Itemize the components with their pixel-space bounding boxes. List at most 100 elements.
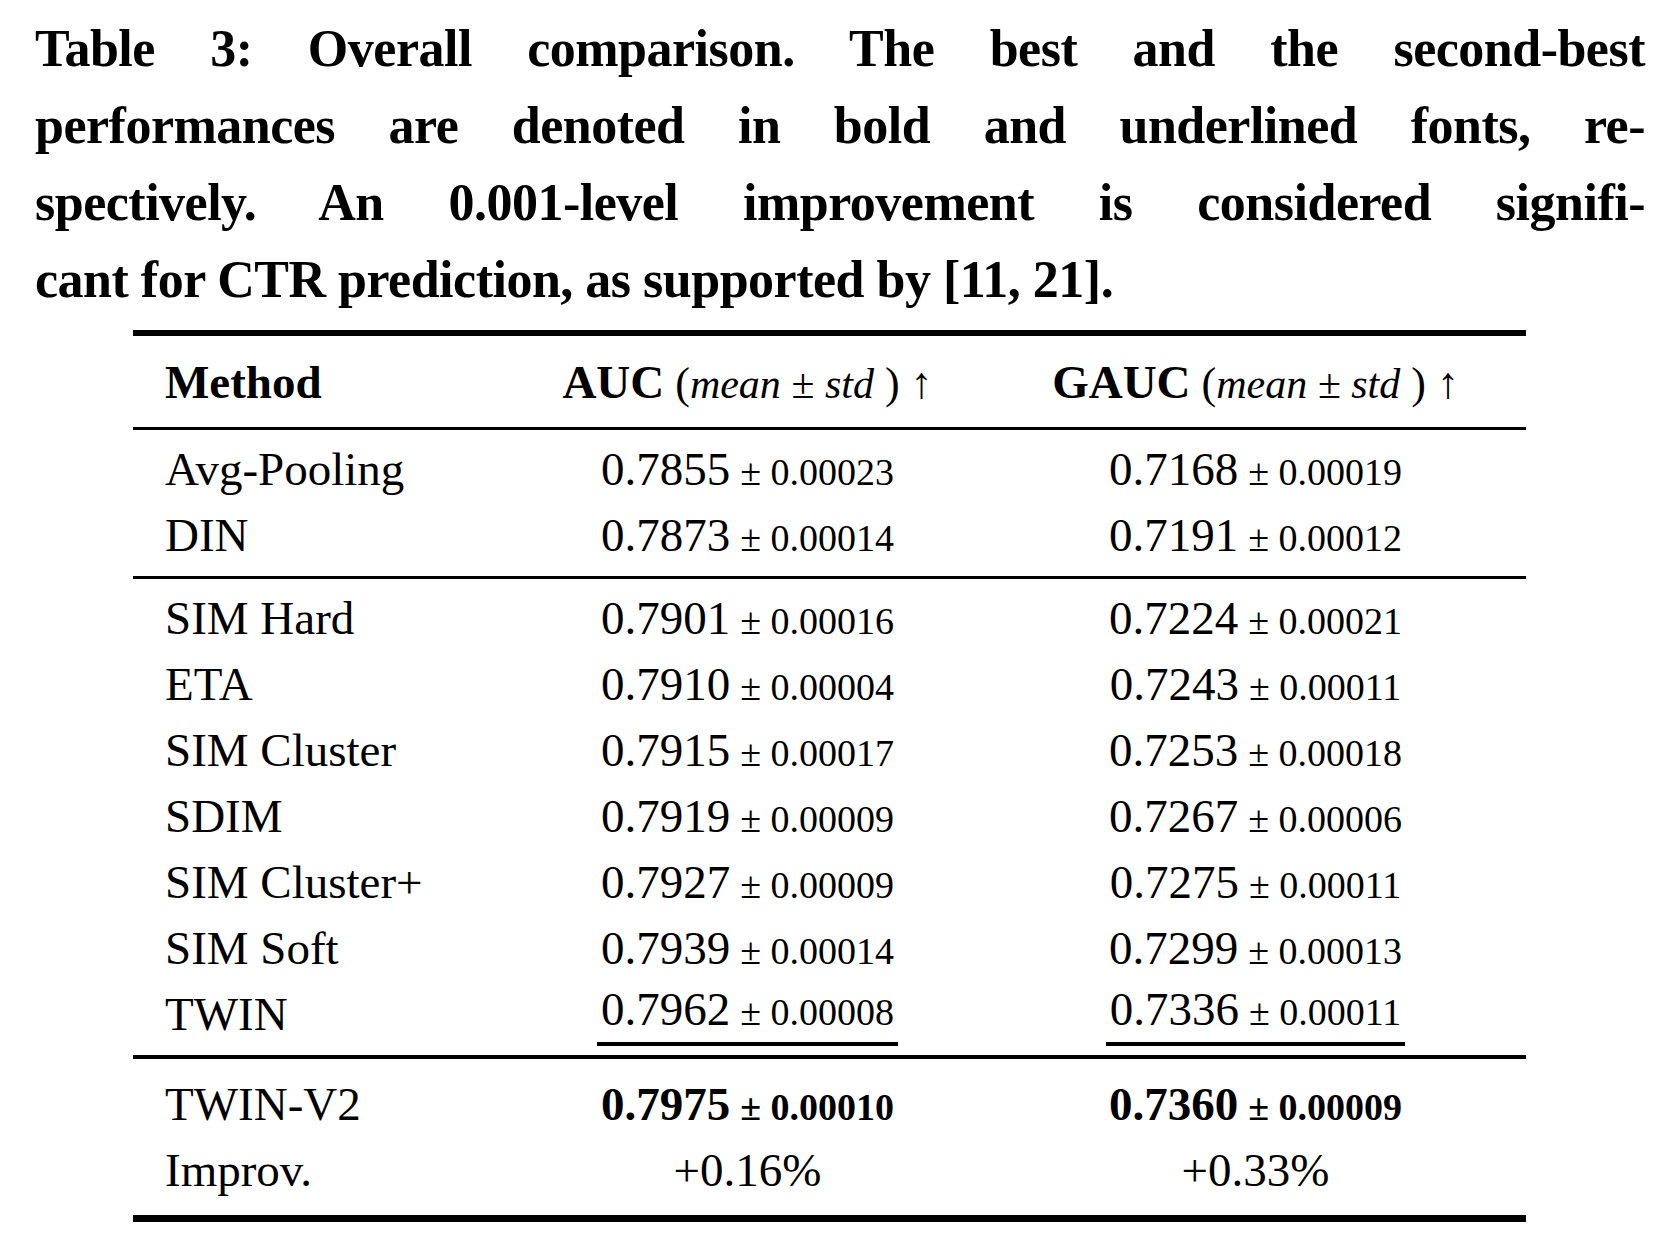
- gauc-column-header: GAUC (mean ± std ) ↑: [985, 355, 1526, 409]
- auc-mean-value: 0.7855: [601, 443, 730, 495]
- auc-std-value: ± 0.00016: [740, 600, 894, 642]
- gauc-mean-value: 0.7191: [1109, 509, 1238, 561]
- gauc-std-value: ± 0.00011: [1249, 666, 1401, 708]
- gauc-cell: 0.7299± 0.00013: [985, 921, 1526, 975]
- auc-mean-value: 0.7915: [601, 724, 730, 776]
- table-row-best: TWIN-V2 0.7975± 0.00010 0.7360± 0.00009: [133, 1071, 1526, 1137]
- gauc-mean-value: 0.7275: [1110, 856, 1239, 908]
- auc-cell: 0.7910± 0.00004: [510, 657, 985, 711]
- caption-line: cant for CTR prediction, as supported by…: [35, 241, 1645, 318]
- table-caption: Table 3: Overall comparison. The best an…: [35, 10, 1645, 318]
- up-arrow-icon: ↑: [911, 359, 933, 408]
- gauc-cell: 0.7360± 0.00009: [985, 1077, 1526, 1131]
- table-row-improvement: Improv. +0.16% +0.33%: [133, 1137, 1526, 1203]
- auc-std-value: ± 0.00023: [740, 451, 894, 493]
- auc-cell: 0.7901± 0.00016: [510, 591, 985, 645]
- gauc-std-value: ± 0.00018: [1248, 732, 1402, 774]
- gauc-std-value: ± 0.00013: [1248, 930, 1402, 972]
- method-column-header: Method: [133, 355, 510, 409]
- gauc-mean-value: 0.7360: [1109, 1078, 1238, 1130]
- caption-line: performances are denoted in bold and und…: [35, 87, 1645, 164]
- gauc-mean-value: 0.7336: [1110, 983, 1239, 1035]
- auc-improvement-value: +0.16%: [674, 1144, 822, 1196]
- auc-cell: 0.7873± 0.00014: [510, 508, 985, 562]
- up-arrow-icon: ↑: [1437, 359, 1459, 408]
- auc-mean-value: 0.7873: [601, 509, 730, 561]
- method-cell: ETA: [133, 657, 510, 711]
- gauc-cell: 0.7168± 0.00019: [985, 442, 1526, 496]
- gauc-mean-value: 0.7224: [1109, 592, 1238, 644]
- gauc-std-value: ± 0.00012: [1248, 517, 1402, 559]
- auc-header-paren-open: (: [664, 359, 690, 408]
- auc-cell: +0.16%: [510, 1143, 985, 1197]
- gauc-header-formula: mean ± std: [1216, 361, 1400, 407]
- auc-std-value: ± 0.00010: [740, 1086, 894, 1128]
- auc-mean-value: 0.7901: [601, 592, 730, 644]
- gauc-cell: 0.7243± 0.00011: [985, 657, 1526, 711]
- table-row: ETA 0.7910± 0.00004 0.7243± 0.00011: [133, 651, 1526, 717]
- auc-cell: 0.7975± 0.00010: [510, 1077, 985, 1131]
- method-cell: Avg-Pooling: [133, 442, 510, 496]
- method-cell: Improv.: [133, 1143, 510, 1197]
- auc-std-value: ± 0.00017: [740, 732, 894, 774]
- gauc-cell: 0.7267± 0.00006: [985, 789, 1526, 843]
- auc-header-label: AUC: [562, 356, 664, 408]
- gauc-std-value: ± 0.00021: [1248, 600, 1402, 642]
- auc-cell: 0.7939± 0.00014: [510, 921, 985, 975]
- method-cell: SIM Soft: [133, 921, 510, 975]
- comparison-table: Method AUC (mean ± std ) ↑ GAUC (mean ± …: [133, 330, 1526, 1222]
- auc-mean-value: 0.7910: [601, 658, 730, 710]
- auc-header-formula: mean ± std: [690, 361, 874, 407]
- method-cell: SIM Cluster+: [133, 855, 510, 909]
- gauc-cell: 0.7275± 0.00011: [985, 855, 1526, 909]
- gauc-cell: 0.7253± 0.00018: [985, 723, 1526, 777]
- gauc-mean-value: 0.7267: [1109, 790, 1238, 842]
- auc-cell: 0.7855± 0.00023: [510, 442, 985, 496]
- gauc-mean-value: 0.7168: [1109, 443, 1238, 495]
- auc-mean-value: 0.7962: [601, 983, 730, 1035]
- gauc-mean-value: 0.7299: [1109, 922, 1238, 974]
- gauc-header-paren-open: (: [1191, 359, 1217, 408]
- auc-std-value: ± 0.00008: [740, 991, 894, 1033]
- gauc-std-value: ± 0.00011: [1249, 864, 1401, 906]
- auc-std-value: ± 0.00009: [740, 864, 894, 906]
- gauc-mean-value: 0.7243: [1110, 658, 1239, 710]
- auc-mean-value: 0.7927: [601, 856, 730, 908]
- auc-cell: 0.7962± 0.00008: [510, 982, 985, 1046]
- method-cell: SDIM: [133, 789, 510, 843]
- gauc-std-value: ± 0.00006: [1248, 798, 1402, 840]
- gauc-cell: +0.33%: [985, 1143, 1526, 1197]
- auc-mean-value: 0.7975: [601, 1078, 730, 1130]
- gauc-std-value: ± 0.00011: [1249, 991, 1401, 1033]
- page: { "colors": { "text": "#000000", "backgr…: [0, 0, 1678, 1240]
- long-sequence-group: SIM Hard 0.7901± 0.00016 0.7224± 0.00021…: [133, 579, 1526, 1055]
- table-row: SIM Hard 0.7901± 0.00016 0.7224± 0.00021: [133, 585, 1526, 651]
- gauc-improvement-value: +0.33%: [1182, 1144, 1330, 1196]
- method-cell: TWIN-V2: [133, 1077, 510, 1131]
- gauc-cell: 0.7336± 0.00011: [985, 982, 1526, 1046]
- auc-mean-value: 0.7919: [601, 790, 730, 842]
- gauc-header-paren-close: ): [1400, 359, 1437, 408]
- auc-std-value: ± 0.00014: [740, 930, 894, 972]
- gauc-cell: 0.7224± 0.00021: [985, 591, 1526, 645]
- table-row-second-best: TWIN 0.7962± 0.00008 0.7336± 0.00011: [133, 981, 1526, 1047]
- gauc-std-value: ± 0.00009: [1248, 1086, 1402, 1128]
- auc-cell: 0.7915± 0.00017: [510, 723, 985, 777]
- table-row: SIM Soft 0.7939± 0.00014 0.7299± 0.00013: [133, 915, 1526, 981]
- auc-std-value: ± 0.00004: [740, 666, 894, 708]
- method-cell: SIM Cluster: [133, 723, 510, 777]
- method-cell: SIM Hard: [133, 591, 510, 645]
- method-cell: DIN: [133, 508, 510, 562]
- table-row: SIM Cluster 0.7915± 0.00017 0.7253± 0.00…: [133, 717, 1526, 783]
- auc-cell: 0.7927± 0.00009: [510, 855, 985, 909]
- gauc-cell: 0.7191± 0.00012: [985, 508, 1526, 562]
- auc-header-paren-close: ): [874, 359, 911, 408]
- auc-std-value: ± 0.00014: [740, 517, 894, 559]
- table-row: SIM Cluster+ 0.7927± 0.00009 0.7275± 0.0…: [133, 849, 1526, 915]
- method-cell: TWIN: [133, 987, 510, 1041]
- caption-line: spectively. An 0.001-level improvement i…: [35, 164, 1645, 241]
- gauc-mean-value: 0.7253: [1109, 724, 1238, 776]
- table-row: DIN 0.7873± 0.00014 0.7191± 0.00012: [133, 502, 1526, 568]
- auc-mean-value: 0.7939: [601, 922, 730, 974]
- caption-line: Table 3: Overall comparison. The best an…: [35, 10, 1645, 87]
